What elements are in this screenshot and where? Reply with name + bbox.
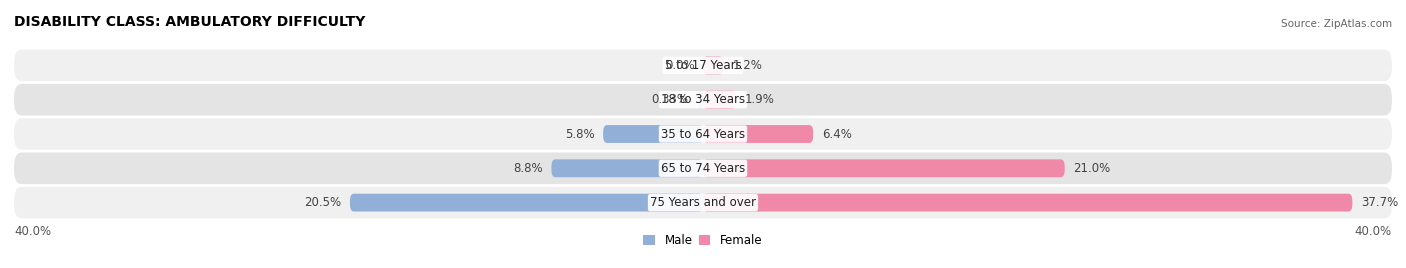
Text: 65 to 74 Years: 65 to 74 Years: [661, 162, 745, 175]
Text: 0.33%: 0.33%: [652, 93, 689, 106]
Text: 37.7%: 37.7%: [1361, 196, 1398, 209]
Text: 40.0%: 40.0%: [14, 225, 51, 238]
Text: Source: ZipAtlas.com: Source: ZipAtlas.com: [1281, 19, 1392, 29]
FancyBboxPatch shape: [14, 118, 1392, 150]
Text: 5 to 17 Years: 5 to 17 Years: [665, 59, 741, 72]
Text: 0.0%: 0.0%: [665, 59, 695, 72]
FancyBboxPatch shape: [703, 57, 724, 74]
Text: 20.5%: 20.5%: [304, 196, 342, 209]
FancyBboxPatch shape: [14, 50, 1392, 81]
Legend: Male, Female: Male, Female: [638, 229, 768, 252]
FancyBboxPatch shape: [603, 125, 703, 143]
Text: 1.2%: 1.2%: [733, 59, 762, 72]
Text: 75 Years and over: 75 Years and over: [650, 196, 756, 209]
FancyBboxPatch shape: [551, 159, 703, 177]
FancyBboxPatch shape: [703, 125, 813, 143]
FancyBboxPatch shape: [14, 152, 1392, 184]
Text: 35 to 64 Years: 35 to 64 Years: [661, 128, 745, 140]
FancyBboxPatch shape: [350, 194, 703, 211]
Text: DISABILITY CLASS: AMBULATORY DIFFICULTY: DISABILITY CLASS: AMBULATORY DIFFICULTY: [14, 15, 366, 29]
FancyBboxPatch shape: [14, 84, 1392, 116]
Text: 8.8%: 8.8%: [513, 162, 543, 175]
Text: 1.9%: 1.9%: [744, 93, 775, 106]
Text: 6.4%: 6.4%: [823, 128, 852, 140]
FancyBboxPatch shape: [703, 194, 1353, 211]
FancyBboxPatch shape: [703, 91, 735, 109]
Text: 5.8%: 5.8%: [565, 128, 595, 140]
Text: 21.0%: 21.0%: [1073, 162, 1111, 175]
FancyBboxPatch shape: [703, 159, 1064, 177]
Text: 18 to 34 Years: 18 to 34 Years: [661, 93, 745, 106]
Text: 40.0%: 40.0%: [1355, 225, 1392, 238]
FancyBboxPatch shape: [14, 187, 1392, 218]
FancyBboxPatch shape: [697, 91, 703, 109]
